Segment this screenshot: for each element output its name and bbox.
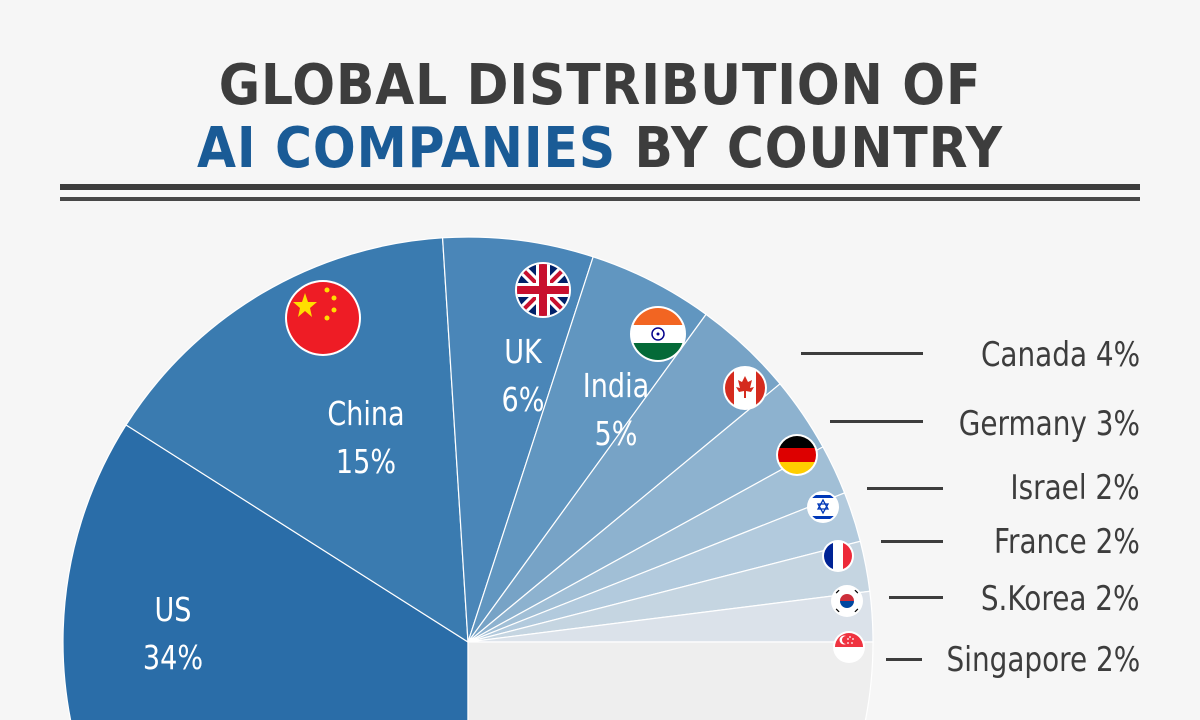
germany-flag-icon — [776, 434, 818, 476]
title-line-2: AI COMPANIES BY COUNTRY — [60, 121, 1140, 177]
header-rule-thick — [60, 184, 1140, 190]
label-china: China 15% — [317, 390, 415, 486]
label-india-name: India — [582, 366, 650, 405]
pie-slice-china — [125, 237, 469, 644]
label-us-name: US — [154, 590, 192, 629]
header-rule-thin — [60, 197, 1140, 201]
leader-line-canada — [801, 352, 923, 355]
leader-line-skorea — [889, 596, 943, 599]
leader-line-germany — [830, 420, 923, 423]
label-india: India 5% — [575, 362, 657, 458]
label-germany: Germany 3% — [958, 404, 1140, 444]
label-singapore: Singapore 2% — [946, 640, 1140, 680]
india-flag-icon — [630, 306, 686, 362]
pie-slice-other-unlabeled — [467, 641, 874, 720]
label-canada: Canada 4% — [980, 335, 1140, 375]
leader-line-israel — [867, 487, 943, 490]
singapore-flag-icon — [833, 631, 865, 663]
pie-slice-uk — [441, 236, 594, 643]
label-us-pct: 34% — [142, 637, 204, 677]
label-china-pct: 15% — [335, 441, 397, 481]
israel-flag-icon — [807, 491, 839, 523]
label-uk: UK 6% — [494, 328, 551, 424]
label-skorea: S.Korea 2% — [981, 579, 1140, 619]
label-israel: Israel 2% — [1010, 468, 1140, 508]
title-highlight: AI COMPANIES — [196, 116, 617, 181]
label-india-pct: 5% — [594, 413, 638, 453]
pie-slice-us — [62, 424, 469, 720]
title-line-1: GLOBAL DISTRIBUTION OF — [218, 53, 982, 118]
label-uk-pct: 6% — [501, 379, 545, 419]
leader-line-france — [881, 540, 943, 543]
south-korea-flag-icon — [831, 585, 863, 617]
france-flag-icon — [822, 540, 854, 572]
uk-flag-icon — [515, 262, 571, 318]
china-flag-icon — [285, 280, 361, 356]
label-china-name: China — [327, 394, 405, 433]
label-france: France 2% — [994, 522, 1140, 562]
label-uk-name: UK — [504, 332, 542, 371]
label-us: US 34% — [136, 586, 210, 682]
canada-flag-icon — [723, 366, 767, 410]
leader-line-singapore — [886, 658, 922, 661]
title-rest: BY COUNTRY — [616, 116, 1004, 181]
